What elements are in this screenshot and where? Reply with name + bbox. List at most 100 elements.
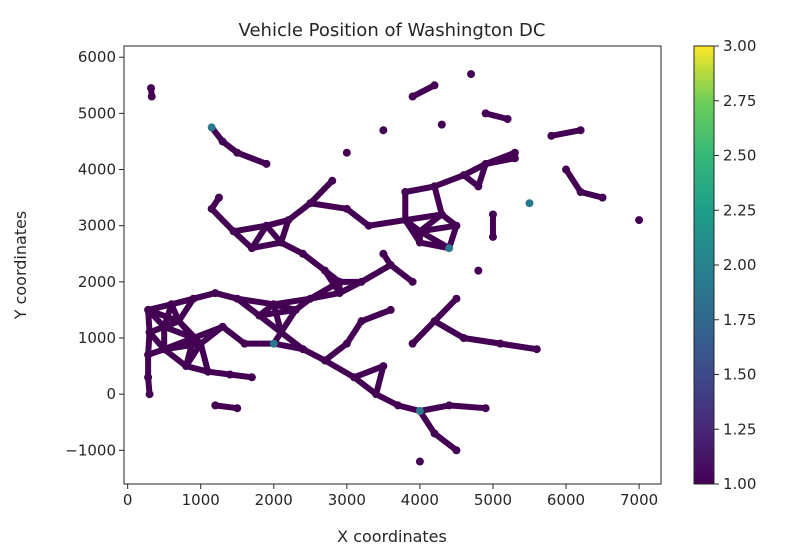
track-segment xyxy=(387,262,416,285)
data-point xyxy=(182,362,191,371)
track-segment xyxy=(175,295,197,325)
data-point xyxy=(144,350,153,359)
data-point xyxy=(225,370,234,379)
track-segment xyxy=(373,363,387,398)
track-segment xyxy=(416,239,453,252)
track-segment xyxy=(256,312,285,336)
data-point xyxy=(408,92,417,101)
chart-title: Vehicle Position of Washington DC xyxy=(239,20,546,41)
y-tick-label: 3000 xyxy=(78,217,116,235)
track-segment xyxy=(402,211,445,224)
data-point xyxy=(277,328,286,337)
data-point xyxy=(357,317,366,326)
data-point xyxy=(525,199,534,208)
x-tick-label: 1000 xyxy=(182,491,220,509)
data-point xyxy=(174,317,183,326)
data-point xyxy=(437,120,446,129)
track-segment xyxy=(161,346,190,370)
track-segment xyxy=(343,318,365,347)
data-point xyxy=(262,159,271,168)
track-segment xyxy=(460,335,504,347)
track-segment xyxy=(270,340,306,353)
plot-area-frame xyxy=(123,45,662,485)
data-point xyxy=(247,244,256,253)
data-point xyxy=(430,317,439,326)
data-point xyxy=(247,373,256,382)
data-point xyxy=(160,322,169,331)
data-point xyxy=(269,300,278,309)
track-segment xyxy=(416,222,460,235)
data-point xyxy=(532,345,541,354)
data-point xyxy=(598,193,607,202)
track-segment xyxy=(343,205,372,229)
x-axis: 0 1000 2000 3000 4000 5000 6000 7000 xyxy=(123,484,658,509)
data-point xyxy=(144,305,153,314)
track-segment xyxy=(482,149,518,167)
data-point xyxy=(145,390,154,399)
data-point xyxy=(211,289,220,298)
data-point xyxy=(299,345,307,354)
y-tick-label: 4000 xyxy=(78,161,116,179)
data-point xyxy=(452,446,461,455)
track-segment xyxy=(285,200,314,224)
data-point xyxy=(211,401,220,410)
colorbar xyxy=(693,45,715,485)
track-segment xyxy=(431,430,460,454)
data-point xyxy=(196,339,205,348)
x-tick-label: 0 xyxy=(123,491,133,509)
track-segment xyxy=(230,228,255,252)
track-segment xyxy=(175,318,204,347)
data-point xyxy=(277,238,286,247)
track-segment xyxy=(300,250,328,274)
data-point xyxy=(189,294,198,303)
track-segment xyxy=(409,82,438,100)
colorbar-tick-label: 1.50 xyxy=(723,366,756,384)
data-point xyxy=(306,199,315,208)
track-segment xyxy=(460,160,489,179)
data-point xyxy=(379,362,388,371)
track-segment xyxy=(278,306,299,336)
data-point xyxy=(401,188,410,196)
data-point xyxy=(207,204,216,213)
x-tick-label: 2000 xyxy=(255,491,293,509)
data-point xyxy=(342,339,351,348)
track-segment xyxy=(416,402,453,414)
data-point xyxy=(393,401,402,410)
y-tick-label: −1000 xyxy=(65,441,116,459)
track-segment xyxy=(197,340,212,375)
data-points xyxy=(144,70,644,466)
track-segment xyxy=(497,340,540,353)
x-tick-label: 6000 xyxy=(547,491,585,509)
data-point xyxy=(240,339,249,348)
data-point xyxy=(635,216,644,225)
data-point xyxy=(364,221,373,230)
data-point xyxy=(576,188,585,196)
track-segment xyxy=(351,374,380,398)
track-segment xyxy=(278,239,306,257)
data-point xyxy=(204,367,213,376)
data-point xyxy=(284,216,293,225)
data-point xyxy=(415,457,424,466)
data-point xyxy=(379,249,388,258)
track-segment xyxy=(219,323,248,347)
data-point xyxy=(306,294,315,303)
y-tick-label: 5000 xyxy=(78,104,116,122)
data-point xyxy=(379,126,388,135)
data-point xyxy=(459,171,468,180)
colorbar-tick-label: 1.25 xyxy=(723,420,756,438)
track-segment xyxy=(563,166,584,195)
track-segment xyxy=(358,262,394,285)
data-point xyxy=(401,216,410,225)
y-tick-label: 2000 xyxy=(78,273,116,291)
data-point xyxy=(233,294,242,303)
x-tick-label: 5000 xyxy=(474,491,512,509)
track-segment xyxy=(336,278,365,297)
track-segment xyxy=(409,318,438,347)
data-point xyxy=(147,84,156,93)
track-segment xyxy=(183,340,204,370)
data-point xyxy=(430,182,439,191)
data-point xyxy=(481,404,490,413)
data-point xyxy=(145,328,154,337)
x-tick-label: 7000 xyxy=(620,491,658,509)
colorbar-tick-label: 2.50 xyxy=(723,147,756,165)
